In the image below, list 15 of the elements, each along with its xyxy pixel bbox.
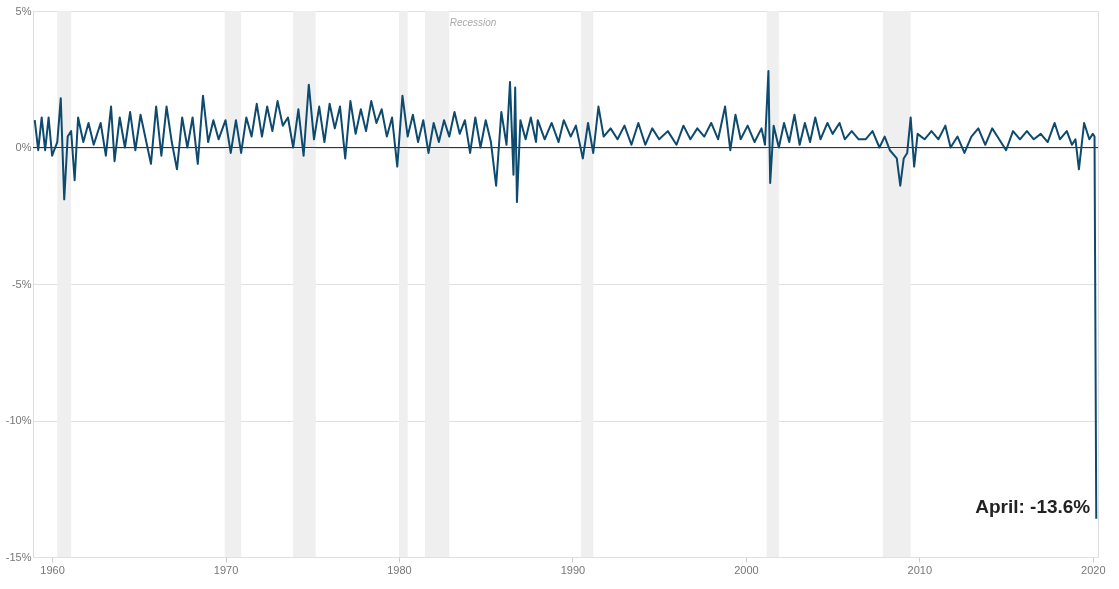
line-series — [33, 70, 1098, 520]
y-tick-label: 5% — [15, 4, 32, 17]
annotation: April: -13.6% — [975, 495, 1091, 517]
y-tick-label: 0% — [15, 141, 32, 153]
x-tick-label: 1970 — [213, 563, 239, 576]
y-tick-label: -15% — [5, 550, 32, 563]
x-tick-label: 1990 — [560, 563, 586, 576]
y-tick-label: -5% — [11, 277, 32, 290]
x-tick-label: 2000 — [734, 563, 759, 576]
x-tick-label: 1960 — [40, 563, 65, 576]
y-tick-label: -10% — [5, 414, 32, 426]
x-tick-label: 1980 — [387, 563, 412, 576]
x-tick-label: 2020 — [1081, 563, 1106, 576]
x-tick-label: 2010 — [907, 563, 933, 576]
annotation: Recession — [449, 17, 497, 28]
